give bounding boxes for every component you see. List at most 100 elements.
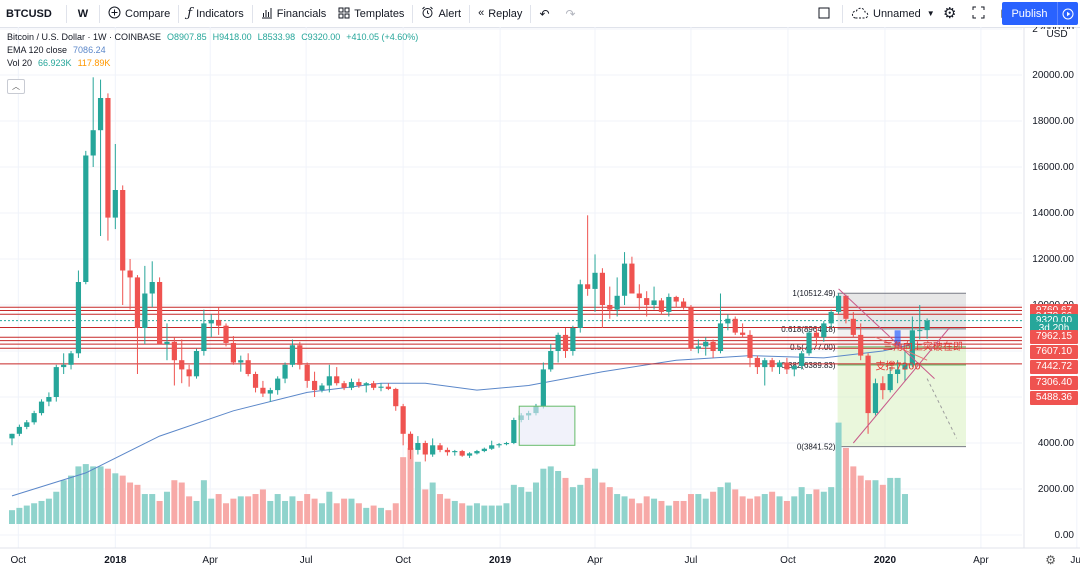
toolbar-divider bbox=[99, 4, 100, 23]
volume-bar bbox=[813, 489, 820, 524]
volume-bar bbox=[636, 503, 643, 524]
fib-zone-618 bbox=[837, 328, 966, 347]
fibonacci-retracement: 1(10512.49) 0.618(8964.18) 0.5(7177.00) 0.3… bbox=[781, 289, 966, 452]
candle-body bbox=[570, 328, 576, 351]
candle-body bbox=[806, 332, 812, 354]
candle-body bbox=[629, 263, 635, 294]
compare-button[interactable]: Compare bbox=[102, 0, 176, 27]
symbol-search[interactable]: BTCUSD bbox=[0, 0, 64, 27]
fullscreen-button[interactable] bbox=[966, 0, 995, 27]
price-tick-label: 0.00 bbox=[1055, 530, 1075, 541]
financials-button[interactable]: Financials bbox=[255, 0, 333, 27]
volume-bar bbox=[510, 484, 517, 524]
toolbar-divider bbox=[469, 4, 471, 23]
volume-bar bbox=[38, 500, 45, 524]
volume-bar bbox=[178, 482, 185, 524]
candle-body bbox=[289, 345, 296, 365]
volume-bar bbox=[496, 505, 503, 524]
layout-name-button[interactable]: Unnamed ▼ bbox=[845, 0, 937, 27]
candle-body bbox=[695, 346, 701, 349]
candle-body bbox=[452, 451, 458, 453]
volume-bar bbox=[437, 494, 444, 524]
volume-bar bbox=[481, 505, 488, 524]
price-chart[interactable]: 1(10512.49) 0.618(8964.18) 0.5(7177.00) 0.3… bbox=[0, 27, 1080, 571]
cloud-icon bbox=[851, 7, 869, 21]
candle-body bbox=[902, 364, 908, 370]
volume-bar bbox=[724, 482, 731, 524]
volume-bar bbox=[614, 494, 621, 524]
volume-bar bbox=[267, 500, 274, 524]
volume-bar bbox=[363, 507, 370, 524]
legend-collapse-button[interactable]: ︿ bbox=[7, 79, 25, 94]
replay-button[interactable]: « Replay bbox=[472, 0, 528, 27]
volume-bar bbox=[761, 494, 768, 524]
volume-bar bbox=[865, 480, 872, 524]
candle-body bbox=[393, 388, 399, 407]
volume-bar bbox=[540, 468, 547, 524]
redo-button[interactable]: ↷ bbox=[560, 0, 586, 27]
currency-label[interactable]: USD bbox=[1038, 29, 1076, 40]
candle-body bbox=[252, 374, 259, 388]
legend-open: O8907.85 bbox=[167, 32, 207, 42]
toolbar-divider bbox=[530, 4, 532, 23]
toolbar-divider bbox=[842, 4, 843, 23]
candle-body bbox=[592, 272, 598, 289]
candle-body bbox=[924, 320, 930, 331]
symbol-label: BTCUSD bbox=[6, 7, 52, 20]
undo-button[interactable]: ↶ bbox=[533, 0, 559, 27]
candle-body bbox=[112, 190, 118, 218]
candle-body bbox=[68, 353, 74, 365]
volume-bar bbox=[429, 482, 436, 524]
legend-volume-row[interactable]: Vol 20 66.923K 117.89K bbox=[7, 57, 418, 70]
price-tick-label: 12000.00 bbox=[1032, 254, 1074, 265]
volume-bar bbox=[385, 510, 392, 524]
time-tick-label: Oct bbox=[395, 555, 411, 566]
publish-label: Publish bbox=[1011, 7, 1048, 20]
candle-body bbox=[466, 453, 473, 456]
plus-icon bbox=[108, 6, 121, 21]
volume-bar bbox=[193, 500, 200, 524]
volume-bar bbox=[215, 494, 222, 524]
interval-button[interactable]: W bbox=[69, 0, 97, 27]
volume-bar bbox=[798, 487, 805, 524]
candle-body bbox=[651, 300, 657, 305]
publish-button[interactable]: Publish bbox=[1002, 2, 1078, 25]
candle-body bbox=[636, 293, 642, 299]
volume-bar bbox=[134, 484, 141, 524]
volume-bar bbox=[842, 447, 849, 524]
layout-toggle[interactable] bbox=[812, 0, 840, 27]
candle-body bbox=[496, 444, 502, 446]
volume-bar bbox=[127, 482, 134, 524]
candle-body bbox=[208, 319, 214, 324]
candle-body bbox=[621, 263, 628, 296]
chart-settings-button[interactable]: ⚙ bbox=[937, 0, 966, 27]
volume-bar bbox=[348, 498, 355, 524]
candle-body bbox=[577, 284, 583, 328]
bars-icon bbox=[261, 7, 273, 21]
candle-body bbox=[186, 369, 192, 377]
play-icon[interactable] bbox=[1057, 2, 1078, 25]
candle-body bbox=[326, 376, 332, 386]
templates-button[interactable]: Templates bbox=[332, 0, 410, 27]
candle-body bbox=[430, 445, 436, 455]
candle-body bbox=[540, 369, 546, 407]
candle-body bbox=[363, 383, 369, 386]
indicators-button[interactable]: ƒ Indicators bbox=[181, 0, 250, 27]
alert-button[interactable]: Alert bbox=[415, 0, 467, 27]
legend-title-row: Bitcoin / U.S. Dollar · 1W · COINBASE O8… bbox=[7, 31, 418, 44]
volume-bar bbox=[186, 496, 193, 524]
volume-ma-value: 117.89K bbox=[77, 58, 111, 68]
volume-bar bbox=[45, 498, 52, 524]
candle-body bbox=[371, 383, 377, 388]
time-tick-label: Oct bbox=[780, 555, 796, 566]
price-tag: 7442.72 bbox=[1030, 360, 1078, 375]
toolbar-divider bbox=[251, 4, 253, 23]
axis-settings-gear-icon[interactable]: ⚙ bbox=[1045, 553, 1056, 567]
volume-bar bbox=[695, 494, 702, 524]
volume-bar bbox=[90, 466, 97, 524]
price-tick-label: 4000.00 bbox=[1038, 438, 1075, 449]
legend-ema-row[interactable]: EMA 120 close 7086.24 bbox=[7, 44, 418, 57]
candle-body bbox=[97, 98, 104, 131]
volume-bar bbox=[525, 491, 532, 524]
